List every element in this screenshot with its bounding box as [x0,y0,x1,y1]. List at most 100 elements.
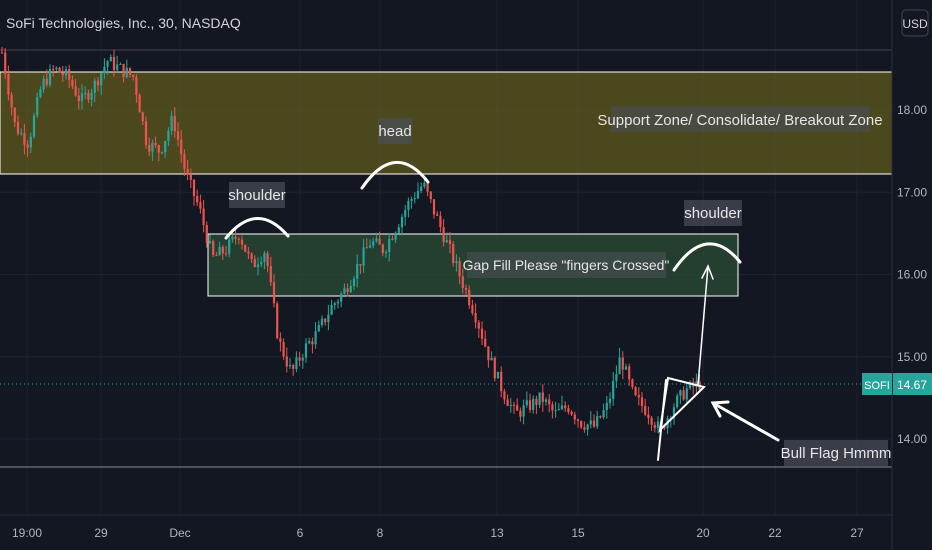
candle-body [301,357,304,361]
candle-body [413,198,416,200]
price-badge-bg [893,373,932,395]
candle-body [173,115,176,132]
candle-body [461,276,464,288]
candle-body [36,96,39,116]
candle-body [576,419,580,421]
candle-body [144,121,148,145]
candle-body [378,238,381,245]
candle-body [7,74,10,95]
shoulder-right-arc [672,242,742,272]
currency-button[interactable]: USD [901,9,929,37]
candle-body [292,364,295,369]
candle-body [285,356,288,367]
candle-body [29,136,32,148]
candle-body [599,416,602,418]
candle-body [45,78,48,85]
candle-body [679,390,682,396]
x-tick-label: Dec [169,526,190,540]
candle-body [420,186,423,192]
candle-body [372,241,375,246]
candle-body [560,405,564,410]
candle-body [295,357,298,369]
x-tick-label: 20 [696,526,710,540]
x-tick-label: 22 [768,526,782,540]
candle-body [196,196,199,203]
candle-body [448,240,452,245]
price-axis[interactable]: 18.00 17.00 16.00 15.00 14.00 [891,0,927,550]
candle-body [192,179,196,197]
candle-body [592,420,596,427]
candle-body [551,404,554,411]
candle-body [452,244,455,264]
candle-body [682,390,685,400]
head-label: head [378,123,411,140]
candle-body [199,202,202,209]
candle-body [215,255,218,257]
candle-body [640,397,644,406]
candle-body [516,405,519,411]
candle-body [480,328,484,339]
shoulder-left-arc [224,217,290,240]
y-tick-label: 16.00 [897,268,927,282]
candle-body [512,404,516,406]
candle-body [628,366,631,380]
candle-body [320,318,324,325]
candle-body [304,343,308,358]
candle-body [695,381,698,387]
candle-body [116,64,119,70]
candle-body [228,239,231,254]
candle-body [612,380,615,399]
candle-body [368,245,372,248]
candle-body [522,405,525,417]
gap-fill-label-bg [467,252,666,278]
time-axis[interactable]: 19:00 29 Dec 6 8 13 15 20 22 27 [0,514,892,540]
candle-body [637,395,640,398]
bull-flag-label-bg [784,440,888,466]
candle-body [23,133,26,145]
candle-body [234,236,237,239]
candle-body [583,427,586,430]
currency-button-frame[interactable] [901,9,929,37]
candle-body [180,139,183,155]
candle-body [250,253,253,260]
candle-body [205,225,208,243]
candle-body [122,63,125,78]
candle-body [464,287,468,290]
symbol-badge-bg [862,373,892,395]
candle-body [100,72,103,86]
candle-body [631,379,634,388]
candle-body [125,67,128,78]
candle-body [685,388,688,400]
candle-body [493,357,496,379]
candle-body [397,227,400,233]
candle-body [570,411,573,415]
candle-body [362,247,365,266]
candle-body [474,313,477,323]
shoulder-left-label-bg [229,182,285,208]
candle-body [442,227,445,243]
candle-body [509,404,512,406]
candle-body [10,94,13,108]
candle-body [68,69,71,80]
y-tick-labels: 18.00 17.00 16.00 15.00 14.00 [897,103,927,446]
candle-body [484,338,487,347]
candle-body [4,52,7,75]
candle-body [231,236,234,240]
candle-body [48,68,52,85]
candle-body [141,112,144,122]
candle-body [279,338,282,342]
candle-body [352,278,356,286]
candle-body [410,199,413,201]
x-tick-labels: 19:00 29 Dec 6 8 13 15 20 22 27 [12,526,864,540]
candle-body [276,303,279,339]
candle-body [84,92,87,94]
candle-body [416,191,420,199]
candle-body [548,399,551,405]
candle-body [132,74,135,78]
candle-body [532,398,535,410]
candle-body [567,408,570,412]
candle-body [429,191,432,200]
candle-body [688,381,692,389]
y-tick-label: 15.00 [897,350,927,364]
